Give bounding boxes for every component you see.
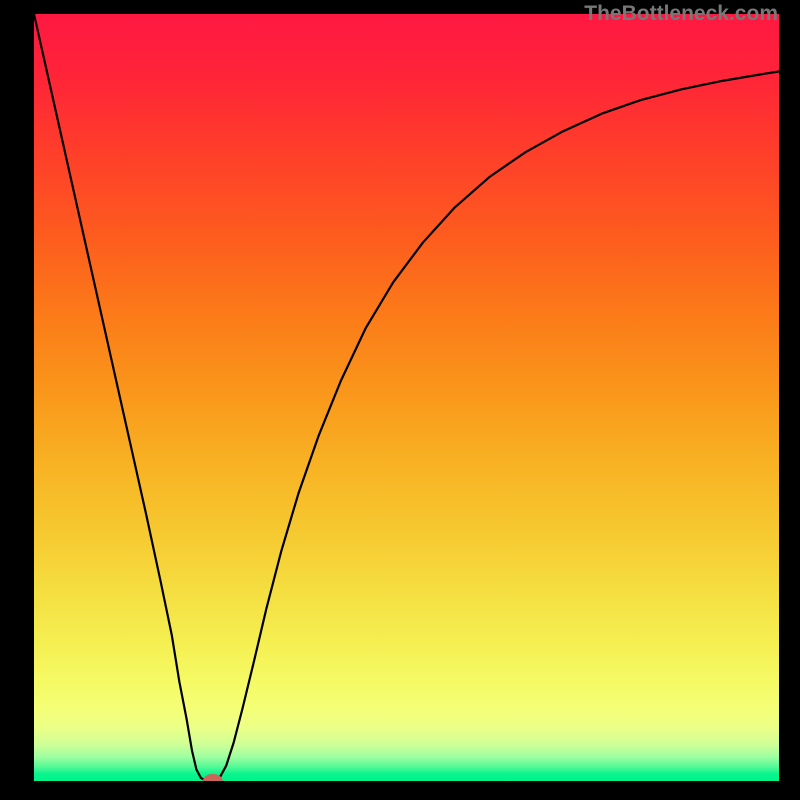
plot-area — [34, 14, 779, 781]
watermark-text: TheBottleneck.com — [584, 2, 778, 26]
chart-svg — [34, 14, 779, 781]
gradient-background — [34, 14, 779, 781]
